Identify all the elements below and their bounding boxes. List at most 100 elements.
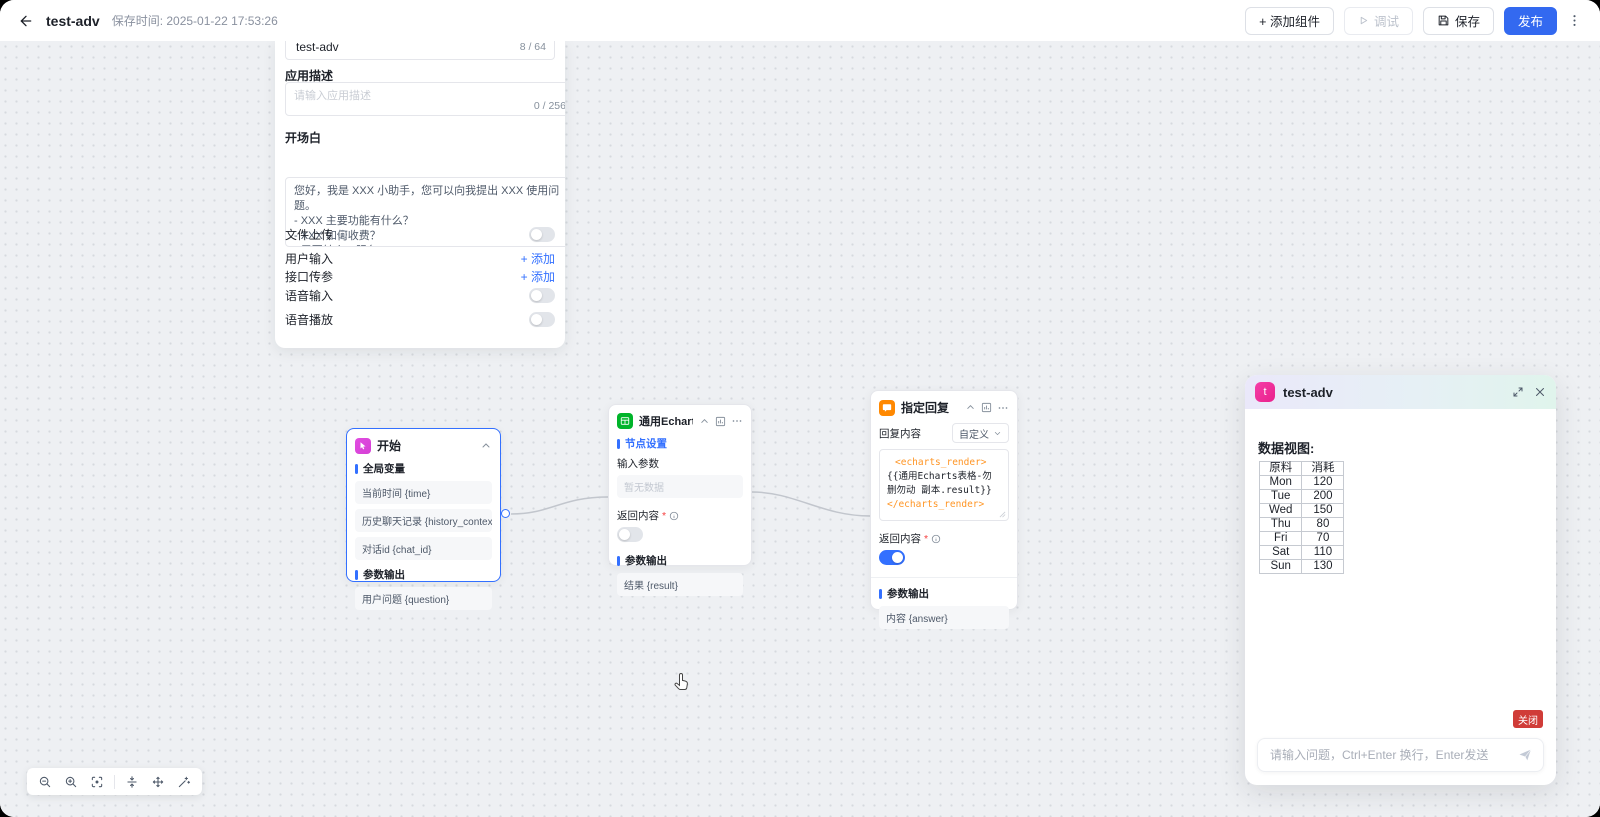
table-cell: Fri — [1258, 531, 1303, 546]
topbar-left: test-adv 保存时间: 2025-01-22 17:53:26 — [18, 12, 1245, 29]
var-chip-result: 结果 {result} — [617, 573, 743, 596]
empty-data-box: 暂无数据 — [617, 475, 743, 498]
node-start[interactable]: 开始 全局变量 当前时间 {time} 历史聊天记录 {history_cont… — [346, 428, 501, 610]
chart-preview-icon[interactable] — [981, 402, 992, 413]
node-echarts-header: 通用Echarts表格-勿... — [617, 413, 743, 429]
reply-content-row: 回复内容 自定义 — [879, 423, 1009, 443]
chat-input-bar — [1257, 738, 1544, 772]
node-settings-heading[interactable]: 节点设置 — [617, 436, 743, 451]
voice-play-toggle[interactable] — [529, 312, 555, 327]
return-content-toggle[interactable] — [879, 550, 905, 565]
toolbar-divider — [114, 774, 115, 789]
chevron-up-icon[interactable] — [699, 416, 710, 427]
node-reply-title: 指定回复 — [901, 401, 950, 415]
debug-button[interactable]: 调试 — [1343, 6, 1413, 35]
section-bar — [617, 555, 620, 566]
voice-input-row: 语音输入 — [285, 287, 555, 304]
zoom-out-icon[interactable] — [34, 771, 56, 793]
table-cell: Wed — [1258, 503, 1303, 518]
app-desc-label: 应用描述 — [285, 69, 334, 83]
chat-header-icons — [1512, 386, 1546, 398]
table-cell: 70 — [1301, 531, 1345, 546]
send-icon[interactable] — [1517, 747, 1533, 763]
app-desc-textarea[interactable] — [286, 83, 565, 115]
flow-canvas[interactable]: 8 / 64 应用描述 0 / 256 开场白 您好，我是 XXX 小助手，您可… — [0, 40, 1600, 817]
back-arrow-icon[interactable] — [18, 13, 34, 29]
opening-textarea[interactable]: 您好，我是 XXX 小助手，您可以向我提出 XXX 使用问题。 - XXX 主要… — [286, 178, 565, 246]
var-chip-chatid: 对话id {chat_id} — [355, 537, 492, 560]
chat-message-input[interactable] — [1268, 747, 1509, 763]
chevron-up-icon[interactable] — [480, 440, 492, 452]
fit-view-icon[interactable] — [86, 771, 108, 793]
table-cell: 200 — [1301, 489, 1345, 504]
table-cell: 120 — [1301, 475, 1345, 490]
opening-label: 开场白 — [285, 131, 322, 145]
zoom-in-icon[interactable] — [60, 771, 82, 793]
node-reply[interactable]: 指定回复 回复内容 自定义 <echarts_render>{{通用Echart… — [870, 390, 1018, 629]
close-icon[interactable] — [1534, 386, 1546, 398]
publish-button[interactable]: 发布 — [1503, 6, 1557, 35]
resize-handle-icon[interactable] — [999, 511, 1006, 518]
app-name-field[interactable]: 8 / 64 — [285, 40, 555, 60]
voice-input-toggle[interactable] — [529, 288, 555, 303]
table-header-row: 原料 消耗 — [1258, 461, 1345, 476]
opening-field[interactable]: 您好，我是 XXX 小助手，您可以向我提出 XXX 使用问题。 - XXX 主要… — [285, 177, 565, 247]
section-bar — [355, 463, 358, 474]
table-header-cell: 消耗 — [1301, 461, 1345, 476]
reply-content-label: 回复内容 — [879, 427, 921, 440]
table-row: Sat 110 — [1258, 545, 1345, 560]
name-char-counter: 8 / 64 — [519, 41, 546, 53]
chevron-up-icon[interactable] — [965, 402, 976, 413]
node-reply-header: 指定回复 — [879, 399, 1009, 416]
more-icon[interactable] — [997, 402, 1009, 414]
info-icon[interactable] — [669, 511, 679, 521]
table-cell: 130 — [1301, 559, 1345, 574]
save-button[interactable]: 保存 — [1422, 6, 1494, 35]
node-echarts[interactable]: 通用Echarts表格-勿... 节点设置 输入参数 暂无数据 返回内容* 参数… — [608, 404, 752, 596]
start-output-port[interactable] — [501, 509, 510, 518]
canvas-zoom-toolbar — [27, 768, 202, 795]
mouse-cursor-icon — [672, 672, 692, 697]
close-conversation-badge[interactable]: 关闭 — [1513, 710, 1543, 728]
info-icon[interactable] — [931, 534, 941, 544]
beautify-wand-icon[interactable] — [173, 771, 195, 793]
start-output-heading: 参数输出 — [355, 567, 492, 582]
user-input-add-link[interactable]: + 添加 — [520, 252, 555, 266]
voice-play-label: 语音播放 — [285, 313, 334, 327]
input-params-label: 输入参数 — [617, 458, 659, 470]
section-bar — [879, 588, 882, 599]
file-upload-row: 文件上传 — [285, 226, 555, 243]
topbar: test-adv 保存时间: 2025-01-22 17:53:26 + 添加组… — [0, 0, 1600, 41]
table-row: Sun 130 — [1258, 559, 1345, 574]
kebab-menu-icon[interactable] — [1567, 13, 1582, 28]
auto-layout-icon[interactable] — [147, 771, 169, 793]
desc-char-counter: 0 / 256 — [533, 100, 565, 112]
app-config-panel: 8 / 64 应用描述 0 / 256 开场白 您好，我是 XXX 小助手，您可… — [275, 40, 565, 348]
add-component-button[interactable]: + 添加组件 — [1245, 6, 1334, 35]
info-icon[interactable] — [337, 229, 348, 240]
reply-mode-select[interactable]: 自定义 — [952, 423, 1009, 443]
reply-node-icon — [879, 399, 895, 416]
align-vertical-icon[interactable] — [121, 771, 143, 793]
api-param-add-link[interactable]: + 添加 — [520, 270, 555, 284]
file-upload-label: 文件上传 — [285, 226, 348, 243]
expand-icon[interactable] — [1512, 386, 1524, 398]
chat-preview-panel: t test-adv 数据视图: 原料 消耗 Mon 120 Tue 200 Wed… — [1245, 375, 1556, 785]
var-chip-answer: 内容 {answer} — [879, 606, 1009, 629]
user-input-row: 用户输入 + 添加 — [285, 250, 555, 267]
return-content-toggle[interactable] — [617, 527, 643, 542]
table-row: Wed 150 — [1258, 503, 1345, 518]
avatar: t — [1255, 382, 1275, 402]
reply-code-editor[interactable]: <echarts_render>{{通用Echarts表格-勿删勿动 副本.re… — [879, 449, 1009, 521]
more-icon[interactable] — [731, 415, 743, 427]
app-desc-field[interactable]: 0 / 256 — [285, 82, 565, 116]
chat-header: t test-adv — [1245, 375, 1556, 409]
chart-preview-icon[interactable] — [715, 416, 726, 427]
table-row: Tue 200 — [1258, 489, 1345, 504]
table-header-cell: 原料 — [1258, 461, 1303, 476]
section-bar — [617, 438, 620, 449]
api-param-row: 接口传参 + 添加 — [285, 268, 555, 285]
file-upload-toggle[interactable] — [529, 227, 555, 242]
echarts-node-icon — [617, 413, 633, 429]
app-name-input[interactable] — [294, 40, 444, 55]
